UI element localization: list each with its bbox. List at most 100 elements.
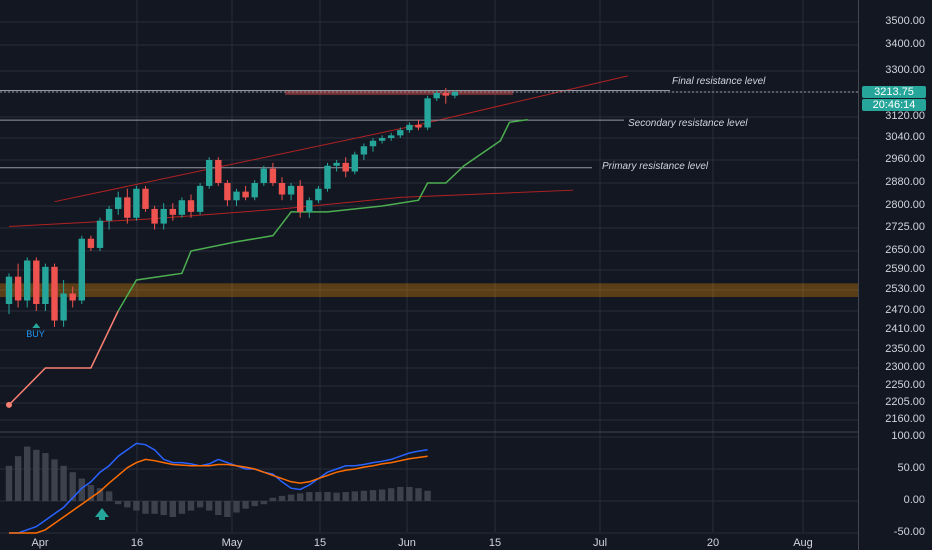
histogram-bar	[306, 492, 313, 501]
candle-body	[297, 185, 304, 212]
candle-body	[224, 183, 231, 201]
date-tick-label: Jun	[398, 537, 416, 549]
price-tick-label: 2650.00	[885, 244, 925, 256]
trend-lines-layer	[0, 75, 858, 408]
baseline-start-dot	[6, 401, 12, 408]
support-zone	[0, 283, 858, 297]
histogram-bar	[51, 459, 58, 501]
price-tick-label: 2410.00	[885, 323, 925, 335]
histogram-bar	[224, 501, 231, 517]
histogram-bar	[142, 501, 149, 514]
candle-body	[115, 197, 122, 209]
candle-body	[96, 220, 104, 248]
histogram-bar	[151, 501, 158, 514]
candle-body	[260, 168, 267, 183]
candle-body	[33, 260, 40, 304]
price-tick-label: 2880.00	[885, 176, 925, 188]
histogram-bar	[242, 501, 249, 509]
histogram-bar	[187, 501, 195, 511]
osc-buy-arrow-icon	[95, 508, 109, 520]
oscillator-panel	[5, 442, 431, 534]
candle-body	[5, 276, 13, 304]
histogram-bar	[96, 488, 104, 501]
buy-arrow-icon	[32, 323, 41, 328]
candle-body	[60, 293, 67, 321]
candle-body	[360, 146, 368, 155]
bar-countdown-tag: 20:46:14	[862, 99, 926, 111]
histogram-bar	[297, 493, 304, 501]
candle-body	[124, 197, 131, 218]
histogram-bar	[5, 465, 13, 501]
histogram-bar	[406, 486, 413, 501]
price-tick-label: 2205.00	[885, 396, 925, 408]
current-price-tag: 3213.75	[862, 86, 926, 98]
price-tick-label: 3300.00	[885, 64, 925, 76]
price-tick-label: 3040.00	[885, 131, 925, 143]
candle-body	[433, 93, 440, 99]
buy-signal-label: BUY	[26, 329, 45, 339]
candle-body	[233, 191, 240, 201]
histogram-bar	[169, 501, 176, 517]
candle-body	[306, 200, 313, 212]
final-resistance-label: Final resistance level	[672, 76, 766, 87]
histogram-bar	[360, 490, 368, 501]
candle-body	[160, 208, 167, 224]
price-tick-label: 2250.00	[885, 379, 925, 391]
price-tick-label: 3400.00	[885, 38, 925, 50]
candle-body	[51, 266, 58, 321]
histogram-bar	[215, 501, 222, 516]
candle-body	[24, 260, 31, 301]
date-tick-label: 15	[488, 537, 502, 549]
histogram-bar	[160, 501, 167, 516]
histogram-bar	[206, 501, 213, 511]
histogram-bar	[278, 495, 286, 501]
candle-body	[187, 200, 195, 212]
histogram-bar	[78, 478, 85, 501]
price-tick-label: 2725.00	[885, 221, 925, 233]
candle-body	[206, 160, 213, 186]
price-tick-label: 2350.00	[885, 343, 925, 355]
candle-body	[324, 165, 331, 189]
price-tick-label: 2590.00	[885, 263, 925, 275]
price-tick-label: 2800.00	[885, 199, 925, 211]
histogram-bar	[260, 501, 267, 505]
candle-body	[178, 200, 186, 215]
price-tick-label: 2530.00	[885, 283, 925, 295]
final-resistance-zone	[285, 90, 513, 95]
candle-body	[78, 238, 85, 301]
candle-body	[269, 168, 277, 183]
candle-body	[215, 160, 222, 183]
oscillator-tick-label: -50.00	[893, 526, 925, 538]
histogram-bar	[42, 453, 49, 501]
price-tick-label: 3500.00	[885, 15, 925, 27]
candle-body	[342, 162, 349, 172]
histogram-bar	[87, 485, 95, 501]
candle-body	[87, 238, 95, 248]
histogram-bar	[397, 486, 404, 501]
date-tick-label: 15	[313, 537, 327, 549]
candle-body	[105, 208, 113, 221]
histogram-bar	[133, 501, 140, 511]
histogram-bar	[251, 501, 258, 507]
candle-body	[388, 135, 395, 138]
date-tick-label: 16	[130, 537, 144, 549]
histogram-bar	[60, 465, 67, 501]
histogram-bar	[269, 497, 277, 501]
histogram-bar	[369, 490, 377, 501]
candle-body	[442, 93, 449, 96]
primary-resistance-label: Primary resistance level	[602, 161, 709, 172]
candle-body	[251, 183, 258, 198]
candle-body	[333, 162, 340, 166]
candle-body	[287, 185, 295, 195]
histogram-bar	[233, 501, 240, 513]
candle-body	[169, 208, 176, 215]
candle-body	[133, 188, 140, 218]
date-tick-label: 20	[706, 537, 720, 549]
candle-body	[14, 276, 22, 301]
date-tick-label: Jul	[592, 537, 608, 549]
price-axis[interactable]: 3500.00 3400.00 3300.00 3120.00 3040.00 2960.…	[858, 0, 932, 550]
candle-body	[142, 188, 149, 209]
candle-body	[69, 293, 76, 301]
histogram-bar	[196, 501, 204, 508]
